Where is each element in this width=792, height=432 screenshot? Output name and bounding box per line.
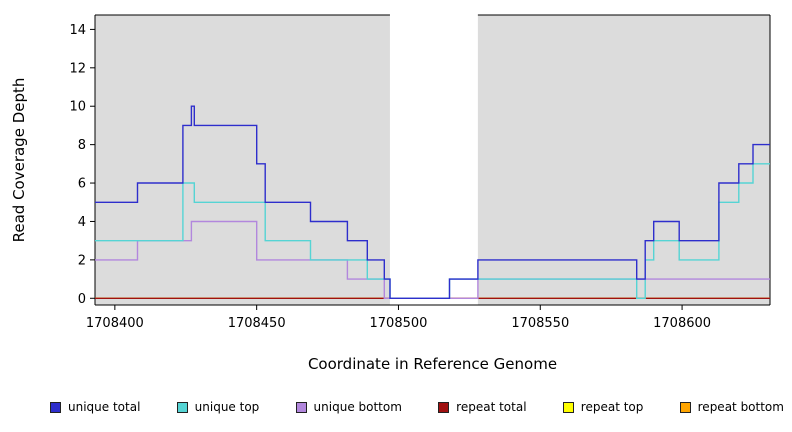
legend-swatch-unique-total <box>50 401 61 413</box>
legend-label: repeat top <box>580 400 644 414</box>
legend-item-unique-bottom: unique bottom <box>295 400 402 414</box>
legend-label: unique top <box>194 400 260 414</box>
y-tick-label: 4 <box>78 215 86 230</box>
coverage-plot: 1708400 1708450 1708500 1708550 1708600 0 2 4 6 8… <box>10 14 771 373</box>
y-tick-label: 10 <box>69 100 86 115</box>
y-axis-title: Read Coverage Depth <box>10 78 28 243</box>
x-tick-label: 1708600 <box>653 316 711 331</box>
x-tick-label: 1708450 <box>228 316 286 331</box>
legend-item-unique-total: unique total <box>50 400 140 414</box>
legend-item-unique-top: unique top <box>176 400 260 414</box>
legend-item-repeat-bottom: repeat bottom <box>679 400 784 414</box>
legend-swatch-unique-bottom <box>295 401 307 413</box>
y-tick-label: 8 <box>78 138 86 153</box>
legend-item-repeat-top: repeat top <box>562 400 644 414</box>
legend: unique total unique top unique bottom repea… <box>50 400 784 414</box>
legend-label: unique bottom <box>313 400 402 414</box>
legend-label: repeat bottom <box>697 400 784 414</box>
series-unique-total <box>95 105 770 299</box>
x-tick-label: 1708550 <box>511 316 569 331</box>
y-tick-label: 0 <box>78 292 86 307</box>
x-axis-title: Coordinate in Reference Genome <box>308 355 557 373</box>
legend-swatch-repeat-bottom <box>679 401 691 413</box>
legend-label: repeat total <box>456 400 527 414</box>
y-tick-label: 14 <box>69 23 86 38</box>
y-tick-label: 6 <box>78 177 86 192</box>
x-tick-label: 1708400 <box>86 316 144 331</box>
legend-swatch-unique-top <box>176 401 188 413</box>
legend-swatch-repeat-top <box>562 401 574 413</box>
legend-item-repeat-total: repeat total <box>438 400 527 414</box>
y-tick-label: 2 <box>78 253 86 268</box>
legend-swatch-repeat-total <box>438 401 450 413</box>
masked-region <box>389 15 478 305</box>
y-tick-label: 12 <box>69 61 86 76</box>
x-tick-label: 1708500 <box>370 316 428 331</box>
series-unique-top <box>95 163 770 299</box>
legend-label: unique total <box>68 400 141 414</box>
